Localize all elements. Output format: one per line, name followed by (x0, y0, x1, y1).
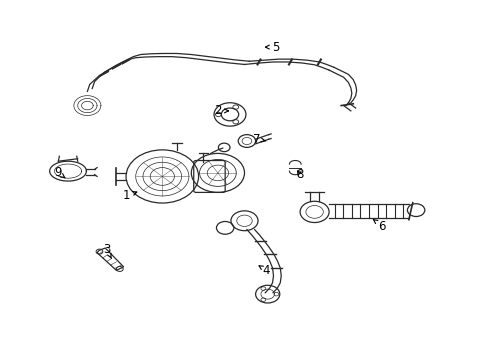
Text: 2: 2 (214, 104, 228, 117)
Text: 9: 9 (55, 166, 65, 179)
Text: 7: 7 (252, 133, 265, 146)
Text: 5: 5 (265, 41, 279, 54)
Text: 6: 6 (372, 220, 385, 233)
Text: 3: 3 (103, 243, 111, 258)
Text: 4: 4 (259, 264, 269, 277)
Text: 1: 1 (122, 189, 137, 202)
Text: 8: 8 (296, 168, 303, 181)
